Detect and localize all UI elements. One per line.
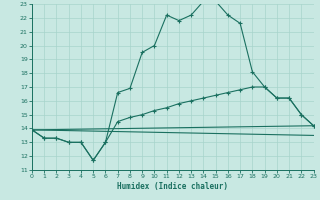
- X-axis label: Humidex (Indice chaleur): Humidex (Indice chaleur): [117, 182, 228, 191]
